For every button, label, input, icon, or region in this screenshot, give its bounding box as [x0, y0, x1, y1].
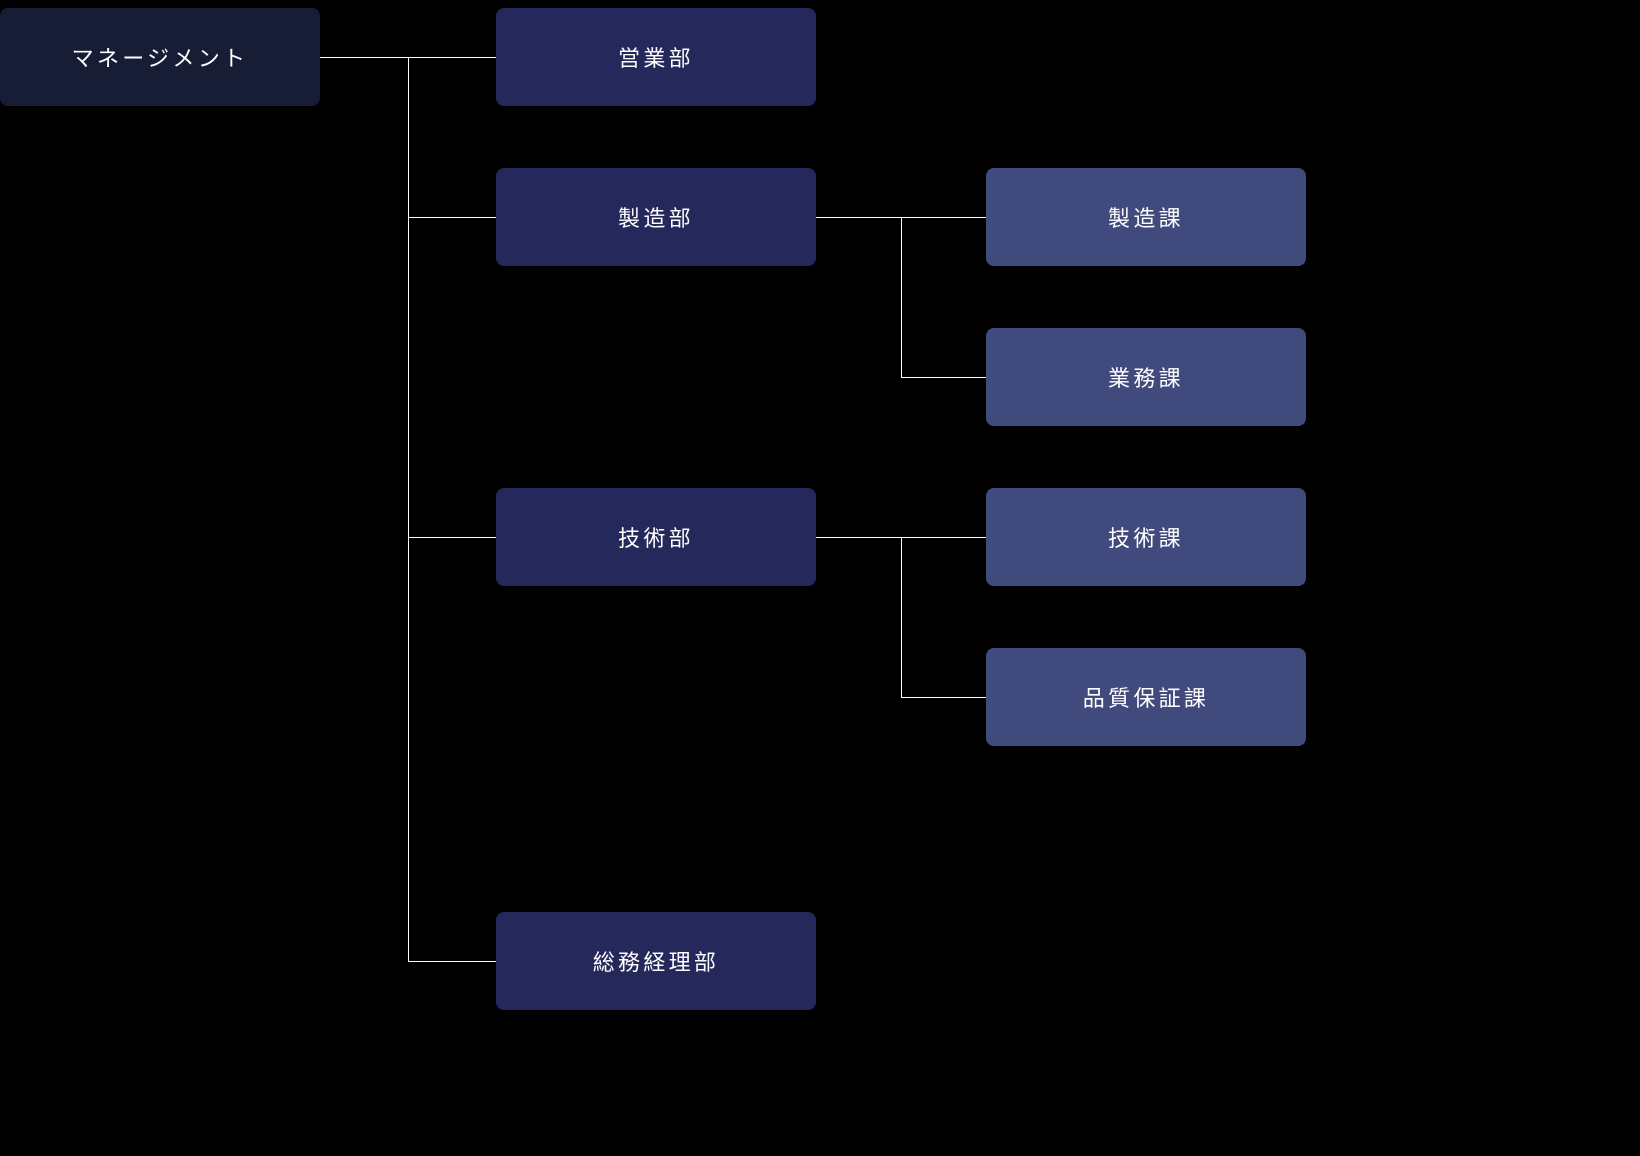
org-node-dept-sales: 営業部: [496, 8, 816, 106]
org-node-dept-engineering: 技術部: [496, 488, 816, 586]
org-connector: [901, 537, 902, 697]
org-connector: [901, 377, 986, 378]
org-connector: [408, 57, 409, 961]
org-node-dept-admin: 総務経理部: [496, 912, 816, 1010]
org-connector: [408, 537, 496, 538]
org-node-section-manufacturing-1: 製造課: [986, 168, 1306, 266]
org-connector: [901, 217, 902, 377]
org-connector: [901, 697, 986, 698]
org-node-root: マネージメント: [0, 8, 320, 106]
org-node-section-engineering-1: 技術課: [986, 488, 1306, 586]
org-connector: [408, 217, 496, 218]
org-node-section-manufacturing-2: 業務課: [986, 328, 1306, 426]
org-node-section-engineering-2: 品質保証課: [986, 648, 1306, 746]
org-connector: [408, 961, 496, 962]
org-node-dept-manufacturing: 製造部: [496, 168, 816, 266]
